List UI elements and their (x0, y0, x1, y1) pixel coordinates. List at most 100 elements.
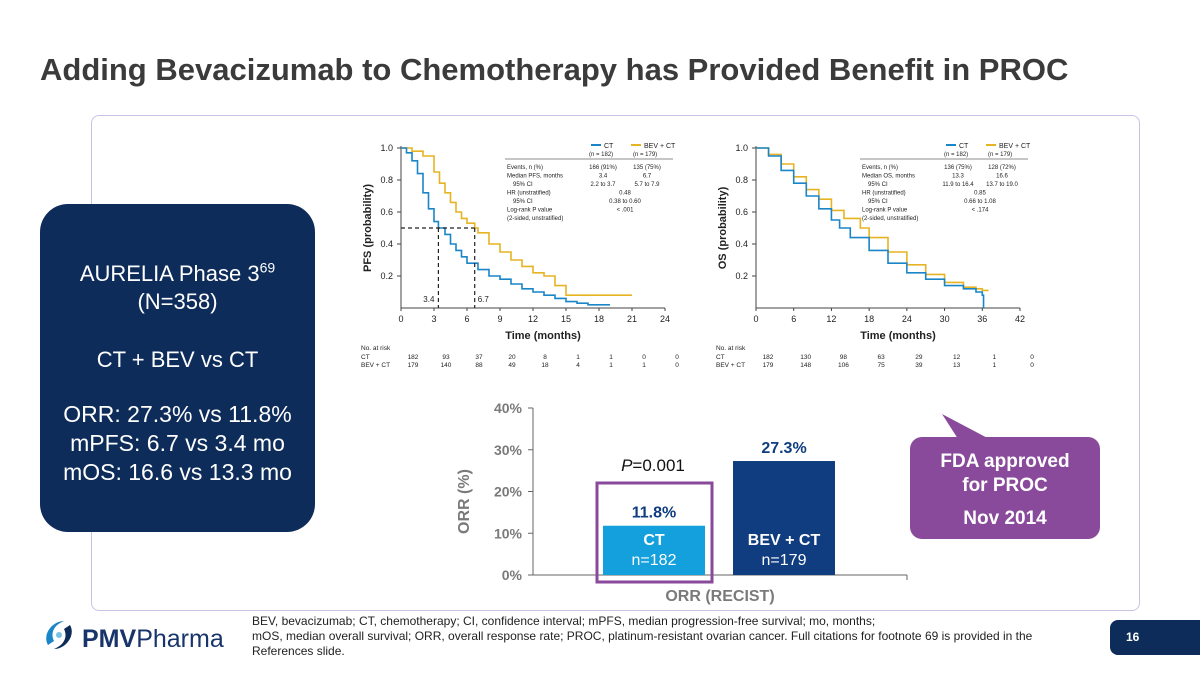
y-tick-label: 0.4 (380, 239, 393, 249)
stats-label: Log-rank P value (862, 208, 908, 214)
y-axis-title: OS (probability) (717, 186, 729, 269)
at-risk-value: 8 (543, 354, 547, 361)
at-risk-value: 1 (609, 362, 613, 369)
legend-n-ct: (n = 182) (944, 152, 968, 158)
summary-trial-name: AURELIA Phase 369 (79, 259, 276, 286)
stats-label: Median OS, months (862, 174, 915, 180)
median-label: 6.7 (478, 295, 490, 304)
fda-date: Nov 2014 (963, 508, 1047, 529)
stats-value-bev: 128 (72%) (988, 165, 1016, 171)
at-risk-value: 1 (992, 362, 996, 369)
at-risk-value: 13 (953, 362, 961, 369)
at-risk-value: 63 (878, 354, 886, 361)
x-tick-label: 9 (497, 314, 502, 324)
x-axis-title: Time (months) (505, 330, 581, 342)
at-risk-value: 1 (609, 354, 613, 361)
x-tick-label: 15 (561, 314, 571, 324)
stats-label: 95% CI (868, 182, 888, 188)
at-risk-value: 1 (576, 354, 580, 361)
stats-label: Events, n (%) (507, 165, 543, 171)
y-axis-title: PFS (probability) (362, 184, 374, 272)
at-risk-value: 130 (800, 354, 811, 361)
at-risk-value: 98 (840, 354, 848, 361)
y-tick-label: 10% (494, 525, 523, 541)
legend-n-bev: (n = 179) (988, 152, 1012, 158)
x-tick-label: 21 (627, 314, 637, 324)
callout-tail (942, 414, 995, 442)
legend-n-bev: (n = 179) (633, 152, 657, 158)
bar-ct (603, 525, 705, 575)
stats-value-ct: 11.9 to 16.4 (942, 182, 974, 188)
at-risk-value: 182 (408, 354, 419, 361)
at-risk-value: 18 (541, 362, 549, 369)
stats-label: 95% CI (868, 199, 888, 205)
stats-value: 0.38 to 0.60 (609, 199, 641, 205)
at-risk-heading: No. at risk (361, 345, 391, 352)
legend-label-ct: CT (604, 143, 614, 150)
stats-value-bev: 6.7 (643, 174, 652, 180)
legend-label-bev: BEV + CT (999, 143, 1031, 150)
stats-value: < .174 (972, 208, 990, 214)
at-risk-row-label: BEV + CT (716, 362, 745, 369)
at-risk-value: 1 (992, 354, 996, 361)
y-tick-label: 0.8 (735, 175, 748, 185)
y-tick-label: 1.0 (380, 143, 393, 153)
at-risk-row-label: CT (716, 354, 725, 361)
x-tick-label: 6 (464, 314, 469, 324)
x-tick-label: 30 (940, 314, 950, 324)
y-tick-label: 20% (494, 484, 523, 500)
at-risk-value: 179 (763, 362, 774, 369)
stats-value-ct: 13.3 (952, 174, 964, 180)
stats-value-ct: 136 (75%) (944, 165, 972, 171)
os-km-chart: 0.2 0.4 0.6 0.8 1.0 0 6 12 18 24 30 36 42 Time (month… (716, 143, 1034, 369)
at-risk-row-label: BEV + CT (361, 362, 390, 369)
x-tick-label: 0 (753, 314, 758, 324)
x-tick-label: 18 (594, 314, 604, 324)
footnote-ref: 69 (259, 259, 276, 276)
logo-text-bold: PMV (82, 625, 137, 653)
bar-n-label: n=179 (762, 552, 807, 569)
stats-value: 0.85 (974, 191, 986, 197)
stats-value-ct: 3.4 (599, 174, 608, 180)
stats-label: (2-sided, unstratified) (862, 216, 918, 222)
fda-line2: for PROC (962, 475, 1048, 496)
y-tick-label: 0% (502, 567, 523, 583)
aurelia-summary-box: AURELIA Phase 369 (N=358) CT + BEV vs CT… (40, 204, 315, 532)
stats-value-ct: 166 (91%) (589, 165, 617, 171)
stats-value-bev: 13.7 to 19.0 (986, 182, 1018, 188)
at-risk-value: 179 (408, 362, 419, 369)
km-curve-ct (756, 147, 985, 308)
p-value-label: P=0.001 (621, 456, 685, 475)
at-risk-value: 0 (675, 354, 679, 361)
at-risk-value: 0 (675, 362, 679, 369)
pmv-logo-icon (46, 621, 72, 649)
y-tick-label: 0.2 (735, 271, 748, 281)
km-curve-bev-ct (401, 147, 632, 296)
fda-line1: FDA approved (940, 451, 1070, 472)
y-tick-label: 0.8 (380, 175, 393, 185)
bar-category-label: BEV + CT (748, 532, 821, 549)
summary-orr: ORR: 27.3% vs 11.8% (63, 401, 292, 427)
summary-mpfs: mPFS: 6.7 vs 3.4 mo (70, 430, 285, 456)
bar-category-label: CT (643, 532, 665, 549)
y-tick-label: 0.6 (735, 207, 748, 217)
legend-label-bev: BEV + CT (644, 143, 676, 150)
stats-value-bev: 135 (75%) (633, 165, 661, 171)
x-axis-title: ORR (RECIST) (665, 588, 774, 605)
at-risk-value: 37 (475, 354, 483, 361)
at-risk-value: 148 (800, 362, 811, 369)
stats-label: Events, n (%) (862, 165, 898, 171)
x-tick-label: 24 (902, 314, 912, 324)
stats-label: HR (unstratified) (862, 191, 906, 197)
at-risk-value: 20 (508, 354, 516, 361)
x-tick-label: 3 (431, 314, 436, 324)
stats-label: Log-rank P value (507, 208, 553, 214)
footnote-line2: mOS, median overall survival; ORR, overa… (252, 629, 1033, 658)
stats-value: 0.66 to 1.08 (964, 199, 996, 205)
at-risk-heading: No. at risk (716, 345, 746, 352)
at-risk-value: 106 (838, 362, 849, 369)
x-tick-label: 12 (826, 314, 836, 324)
at-risk-value: 4 (576, 362, 580, 369)
bar-value-label: 27.3% (761, 440, 806, 457)
km-curve-ct (401, 147, 610, 306)
